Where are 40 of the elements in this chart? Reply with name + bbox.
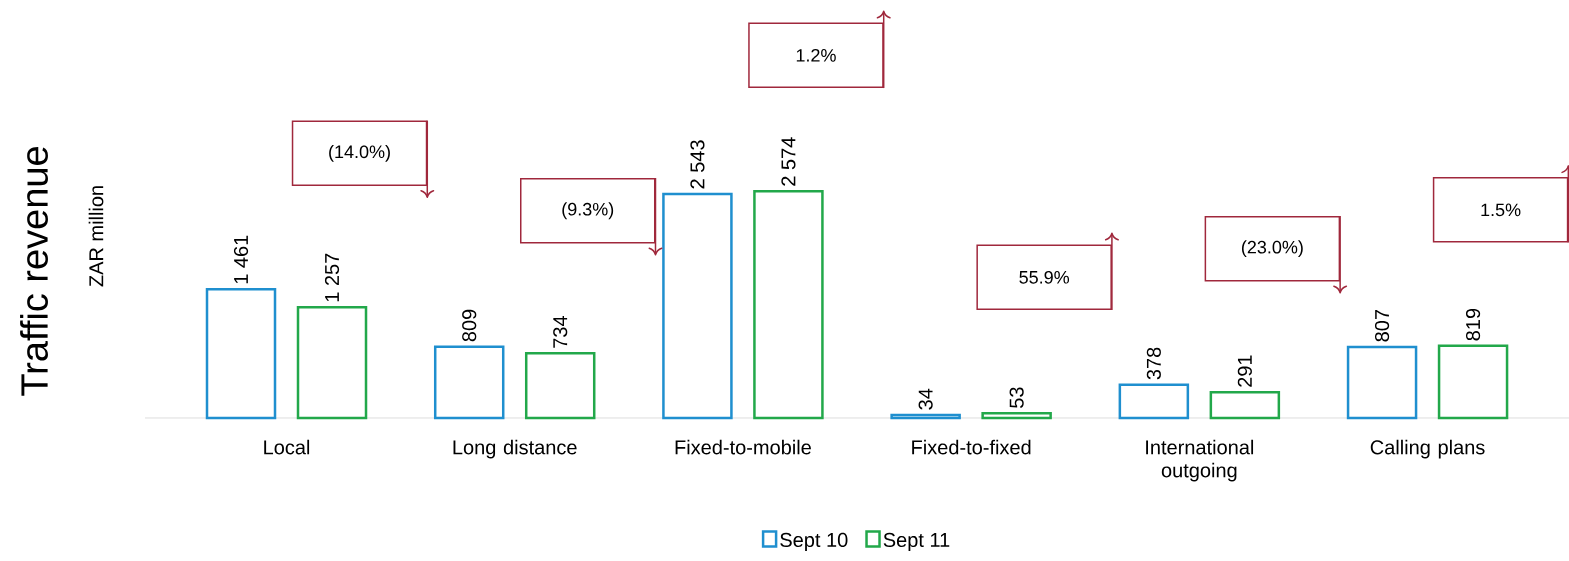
annotation: (23.0%) <box>1241 240 1303 258</box>
data-label: 819 <box>1465 308 1481 341</box>
x-tick-label: International outgoing <box>1146 439 1254 482</box>
text: ZAR million <box>88 186 104 287</box>
bar <box>433 345 505 420</box>
data-label: 1 257 <box>324 253 340 302</box>
bar <box>1437 344 1509 420</box>
bar <box>1346 345 1418 420</box>
bar <box>1209 391 1281 420</box>
legend-label: Sept 10 <box>780 532 848 551</box>
data-label: 378 <box>1146 347 1161 380</box>
data-label: 53 <box>1009 387 1024 408</box>
y-axis-title: Traffic revenue <box>20 147 48 396</box>
annotation: 1.5% <box>1481 203 1521 217</box>
bar <box>890 413 961 420</box>
data-label: 809 <box>462 309 477 342</box>
annotation: 55.9% <box>1019 270 1070 284</box>
data-label: 1 461 <box>233 235 249 284</box>
x-tick-label: Fixed-to-mobile <box>675 439 811 455</box>
bar <box>524 352 596 420</box>
x-tick-label: Local <box>264 439 310 455</box>
annotation: (9.3%) <box>562 202 614 220</box>
bar <box>1118 383 1190 420</box>
data-label: 2 574 <box>781 137 796 186</box>
bar <box>205 288 277 420</box>
text: (14.0%) <box>329 144 390 162</box>
text: 1.2% <box>796 48 836 62</box>
bar <box>981 412 1052 420</box>
data-label: 291 <box>1237 355 1252 387</box>
bar <box>753 190 824 420</box>
data-label: 807 <box>1374 309 1390 342</box>
bar <box>296 306 368 420</box>
x-tick-label: Long distance <box>453 439 577 459</box>
x-tick-label: Fixed-to-fixed <box>912 439 1031 455</box>
legend-label: Sept 11 <box>883 532 950 551</box>
data-label: 2 543 <box>690 140 705 189</box>
bar <box>662 192 733 420</box>
data-label: 34 <box>918 388 933 410</box>
x-tick-label: Calling plans <box>1370 439 1485 459</box>
data-label: 734 <box>553 316 568 348</box>
